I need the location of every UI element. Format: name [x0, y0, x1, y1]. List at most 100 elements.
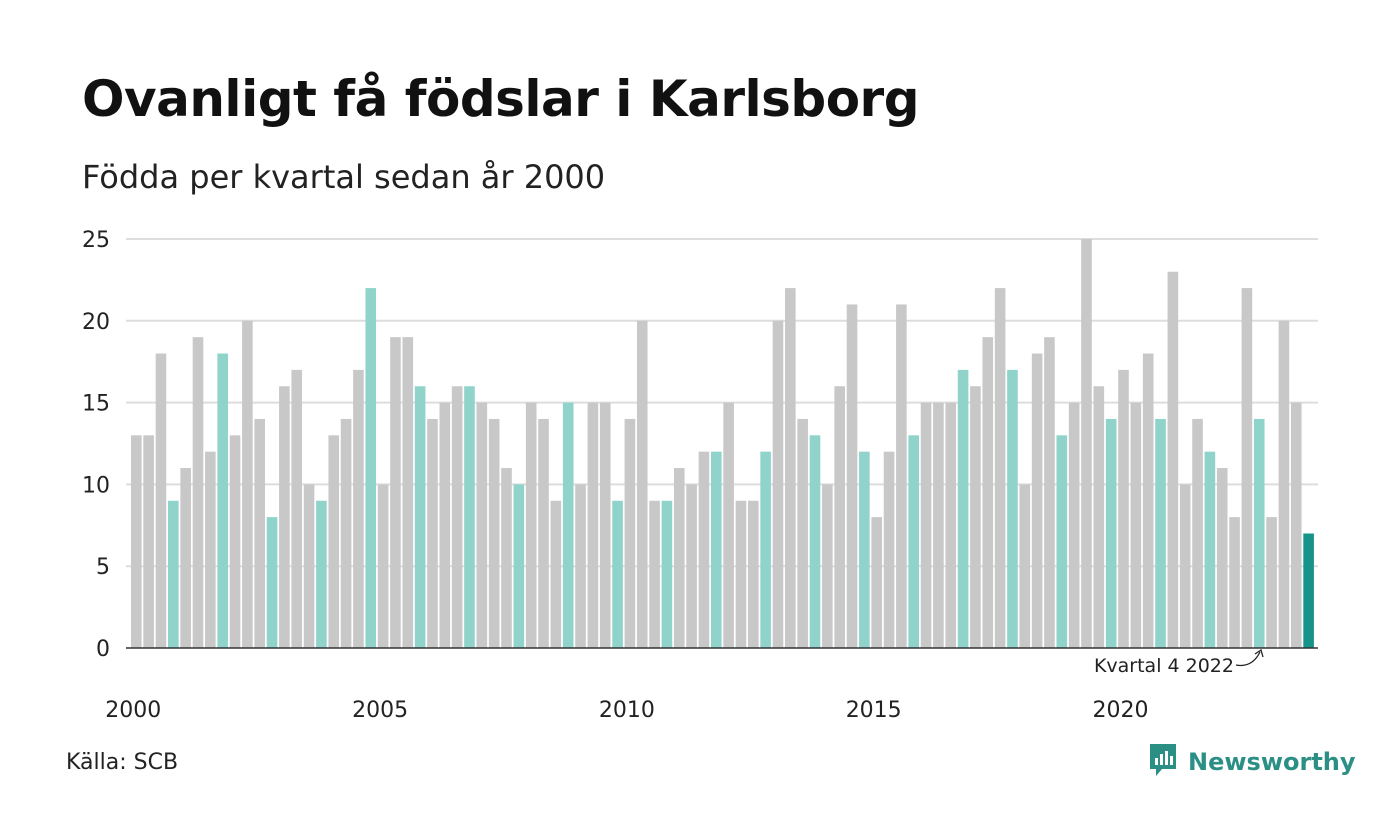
bar: [365, 288, 377, 648]
bar: [945, 402, 957, 648]
bar: [1093, 386, 1105, 648]
bar: [192, 337, 204, 648]
bar: [748, 500, 759, 648]
bar: [143, 435, 154, 648]
bar: [1266, 517, 1277, 648]
bar: [1241, 288, 1253, 648]
bar: [599, 402, 611, 648]
bar: [402, 337, 414, 648]
x-tick-label: 2015: [846, 698, 902, 723]
bar: [1290, 402, 1302, 648]
chart-title: Ovanligt få födslar i Karlsborg: [82, 70, 920, 128]
bar: [1142, 353, 1154, 648]
annotation-arrowhead: [1254, 648, 1264, 658]
bar: [933, 402, 944, 648]
bar: [229, 435, 241, 648]
bar: [822, 484, 833, 648]
bar: [340, 418, 352, 648]
bar: [1167, 271, 1179, 648]
bar: [328, 435, 340, 648]
bar: [562, 402, 574, 648]
bar: [970, 386, 981, 648]
bar: [698, 451, 710, 648]
chart-subtitle: Födda per kvartal sedan år 2000: [82, 158, 606, 196]
bar: [538, 418, 549, 648]
bar: [908, 435, 920, 648]
brand: Newsworthy: [1148, 742, 1356, 782]
bar: [994, 288, 1006, 648]
bar: [168, 500, 179, 648]
bar: [291, 369, 303, 648]
bar: [1216, 468, 1228, 648]
bar: [254, 418, 265, 648]
bar: [1105, 418, 1117, 648]
bar: [1118, 369, 1129, 648]
bar: [710, 451, 722, 648]
bar: [661, 500, 673, 648]
bar: [427, 418, 438, 648]
bar: [377, 484, 389, 648]
bar: [1056, 435, 1068, 648]
bar: [846, 304, 858, 648]
bar: [414, 386, 426, 648]
x-tick-label: 2000: [105, 698, 161, 723]
bar: [1179, 484, 1191, 648]
bar-chart: 0 5 10 15 20 25 2000 2005 2010 2015 2020 Kvartal …: [82, 228, 1318, 723]
bar: [859, 451, 870, 648]
bar: [242, 320, 253, 648]
y-tick-label: 10: [82, 473, 110, 498]
bar: [1044, 337, 1055, 648]
bar: [513, 484, 525, 648]
bar: [723, 402, 734, 648]
bar: [279, 386, 290, 648]
bar: [797, 418, 808, 648]
bar: [883, 451, 895, 648]
bar: [1068, 402, 1080, 648]
annotation: Kvartal 4 2022: [1094, 648, 1264, 677]
bar: [624, 418, 636, 648]
source-label: Källa: SCB: [66, 750, 179, 775]
bar: [390, 337, 401, 648]
bar: [760, 451, 771, 648]
bar: [217, 353, 228, 648]
bar: [1007, 369, 1018, 648]
x-tick-labels: 2000 2005 2010 2015 2020: [105, 698, 1148, 723]
bar: [316, 500, 327, 648]
bar: [439, 402, 451, 648]
bar: [1031, 353, 1043, 648]
annotation-arrow: [1235, 651, 1261, 667]
bar: [735, 500, 747, 648]
bar: [612, 500, 623, 648]
bar: [1253, 418, 1265, 648]
bar: [575, 484, 586, 648]
newsworthy-logo-icon: [1148, 742, 1178, 782]
bar: [501, 468, 512, 648]
bar: [1192, 418, 1203, 648]
bar: [205, 451, 216, 648]
bar: [180, 468, 191, 648]
bar: [834, 386, 845, 648]
bar: [636, 320, 648, 648]
annotation-label: Kvartal 4 2022: [1094, 655, 1234, 677]
y-tick-label: 25: [82, 228, 110, 253]
bar: [1229, 517, 1240, 648]
bar: [451, 386, 463, 648]
x-tick-label: 2010: [599, 698, 655, 723]
bar: [525, 402, 537, 648]
bar: [772, 320, 784, 648]
bar: [649, 500, 660, 648]
bar: [1278, 320, 1290, 648]
bars: [131, 239, 1314, 648]
bar: [1081, 239, 1092, 648]
x-tick-label: 2020: [1093, 698, 1149, 723]
bar: [353, 369, 364, 648]
y-tick-label: 5: [96, 555, 110, 580]
brand-name: Newsworthy: [1188, 748, 1356, 776]
x-tick-label: 2005: [352, 698, 408, 723]
bar: [131, 435, 142, 648]
bar: [957, 369, 969, 648]
bar: [464, 386, 475, 648]
bar: [1155, 418, 1166, 648]
bar: [303, 484, 315, 648]
y-tick-label: 15: [82, 392, 110, 417]
